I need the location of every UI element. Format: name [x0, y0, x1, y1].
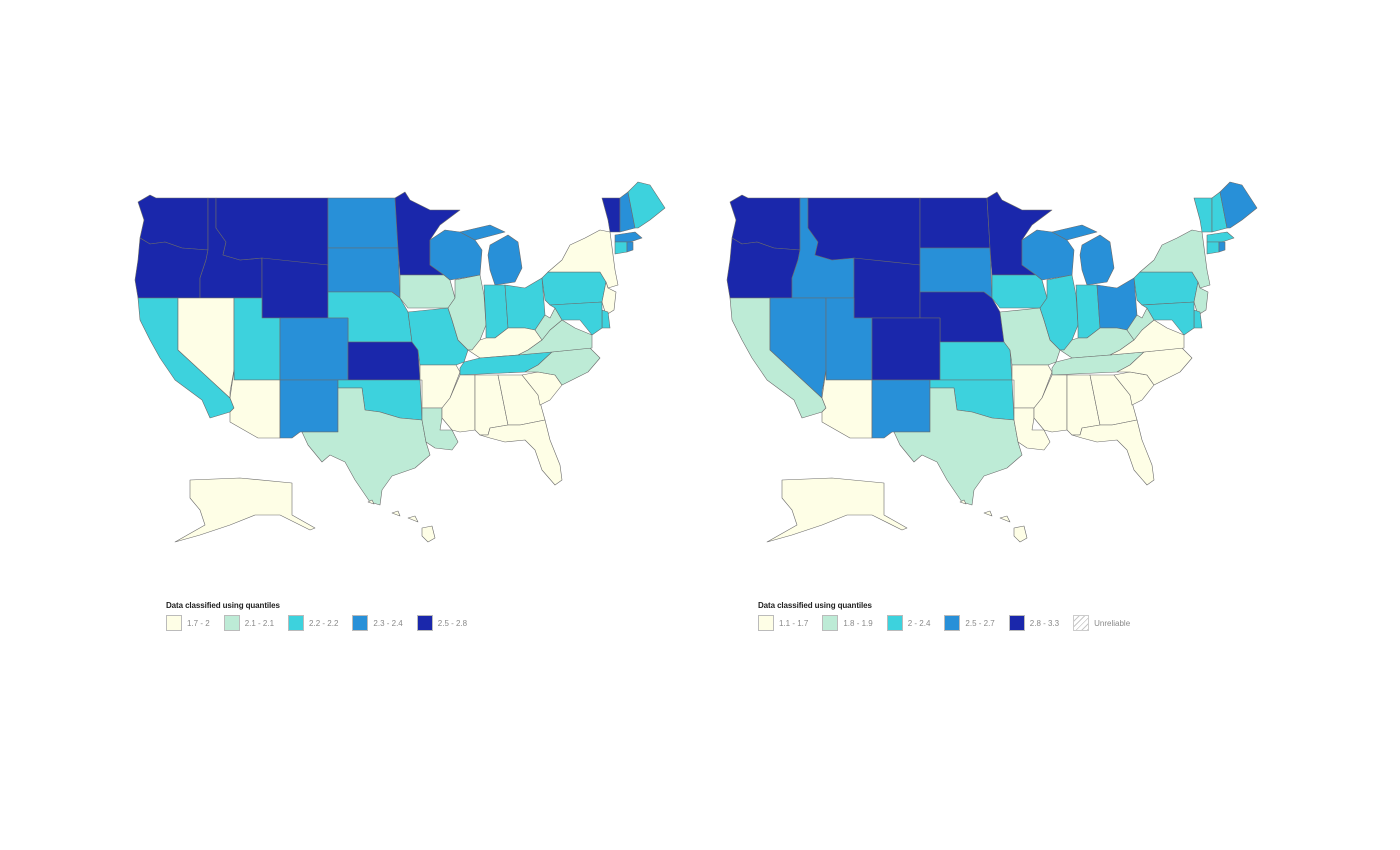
- legend-swatch: [758, 615, 774, 631]
- legend-label: 1.1 - 1.7: [779, 618, 809, 628]
- state-hi: [959, 499, 1028, 543]
- state-wy: [853, 257, 921, 319]
- legend-title: Data classified using quantiles: [166, 601, 280, 610]
- legend-swatch: [223, 615, 240, 631]
- legend-item: 1.7 - 2: [166, 615, 210, 631]
- legend-swatch: [944, 615, 961, 631]
- state-mi: [459, 224, 523, 286]
- state-sd: [919, 247, 993, 299]
- state-nm: [871, 379, 931, 439]
- legend-swatch: [1008, 615, 1025, 631]
- legend-label: 2.8 - 3.3: [1029, 618, 1060, 628]
- legend-label: 2.5 - 2.7: [965, 618, 995, 628]
- state-ri: [1218, 241, 1226, 253]
- legend-item: 2.3 - 2.4: [352, 615, 403, 631]
- state-ks: [347, 341, 421, 381]
- state-vt: [601, 197, 621, 233]
- legend-swatch: [416, 615, 433, 631]
- state-in: [1075, 284, 1101, 339]
- legend-label: 1.7 - 2: [187, 618, 210, 628]
- state-fl: [1071, 419, 1155, 486]
- state-ak: [766, 477, 908, 543]
- state-wi: [429, 229, 483, 281]
- state-nd: [919, 197, 991, 249]
- state-ia: [991, 274, 1048, 309]
- state-ct: [1206, 241, 1220, 255]
- state-wa: [137, 194, 209, 251]
- state-co: [871, 317, 941, 381]
- legend-label: 2.3 - 2.4: [373, 618, 403, 628]
- legend-item: 2.2 - 2.2: [288, 615, 338, 631]
- state-me: [1219, 181, 1258, 229]
- state-md: [549, 301, 603, 336]
- legend-label: 2 - 2.4: [907, 618, 931, 628]
- choropleth-map-left: Data classified using quantiles 1.7 - 2 …: [130, 180, 690, 650]
- state-wy: [261, 257, 329, 319]
- state-wi: [1021, 229, 1075, 281]
- legend-swatch: [886, 615, 903, 631]
- state-mt: [215, 197, 329, 266]
- legend-swatch: [166, 615, 182, 631]
- choropleth-map-right: Data classified using quantiles 1.1 - 1.…: [722, 180, 1282, 650]
- legend-swatch: [822, 615, 839, 631]
- state-tx: [301, 387, 431, 506]
- state-ms: [1033, 374, 1068, 433]
- state-mn: [394, 191, 461, 276]
- state-tx: [893, 387, 1023, 506]
- state-mt: [807, 197, 921, 266]
- legend-item-unreliable: Unreliable: [1073, 615, 1130, 631]
- state-va: [517, 319, 593, 356]
- state-me: [627, 181, 666, 229]
- state-pa: [541, 271, 607, 306]
- us-states-map: [134, 181, 666, 543]
- state-mi: [1051, 224, 1115, 286]
- legend-label: 2.2 - 2.2: [309, 618, 339, 628]
- legend-item: 1.8 - 1.9: [822, 615, 873, 631]
- legend-swatch: [288, 615, 305, 631]
- legend: Data classified using quantiles 1.1 - 1.…: [758, 601, 1144, 631]
- state-ma: [1206, 231, 1235, 243]
- state-nm: [279, 379, 339, 439]
- legend-item: 2.1 - 2.1: [223, 615, 275, 631]
- legend: Data classified using quantiles 1.7 - 2 …: [166, 601, 481, 631]
- us-states-map: [726, 181, 1258, 543]
- state-nd: [327, 197, 399, 249]
- state-oh: [504, 277, 546, 331]
- legend-label: 1.8 - 1.9: [843, 618, 873, 628]
- state-in: [483, 284, 509, 339]
- state-az: [821, 369, 873, 439]
- state-vt: [1193, 197, 1213, 233]
- state-ks: [939, 341, 1013, 381]
- legend-item: 2 - 2.4: [886, 615, 931, 631]
- state-md: [1141, 301, 1195, 336]
- state-ma: [614, 231, 643, 243]
- state-oh: [1096, 277, 1138, 331]
- state-fl: [479, 419, 563, 486]
- legend-label: 2.1 - 2.1: [244, 618, 275, 628]
- state-ct: [614, 241, 628, 255]
- legend-item: 1.1 - 1.7: [758, 615, 808, 631]
- legend-item: 2.5 - 2.7: [944, 615, 995, 631]
- state-az: [229, 369, 281, 439]
- legend-item: 2.8 - 3.3: [1008, 615, 1060, 631]
- state-mn: [986, 191, 1053, 276]
- state-ms: [441, 374, 476, 433]
- state-ny: [547, 229, 619, 289]
- state-ri: [626, 241, 634, 253]
- state-wa: [729, 194, 801, 251]
- legend-label: Unreliable: [1094, 618, 1131, 628]
- state-hi: [367, 499, 436, 543]
- legend-swatch: [352, 615, 369, 631]
- state-pa: [1133, 271, 1199, 306]
- legend-title: Data classified using quantiles: [758, 601, 872, 610]
- hatch-swatch-icon: [1073, 615, 1090, 631]
- state-co: [279, 317, 349, 381]
- state-sd: [327, 247, 401, 299]
- state-ia: [399, 274, 456, 309]
- legend-item: 2.5 - 2.8: [416, 615, 468, 631]
- state-va: [1109, 319, 1185, 356]
- state-ny: [1139, 229, 1211, 289]
- state-ak: [174, 477, 316, 543]
- legend-label: 2.5 - 2.8: [437, 618, 468, 628]
